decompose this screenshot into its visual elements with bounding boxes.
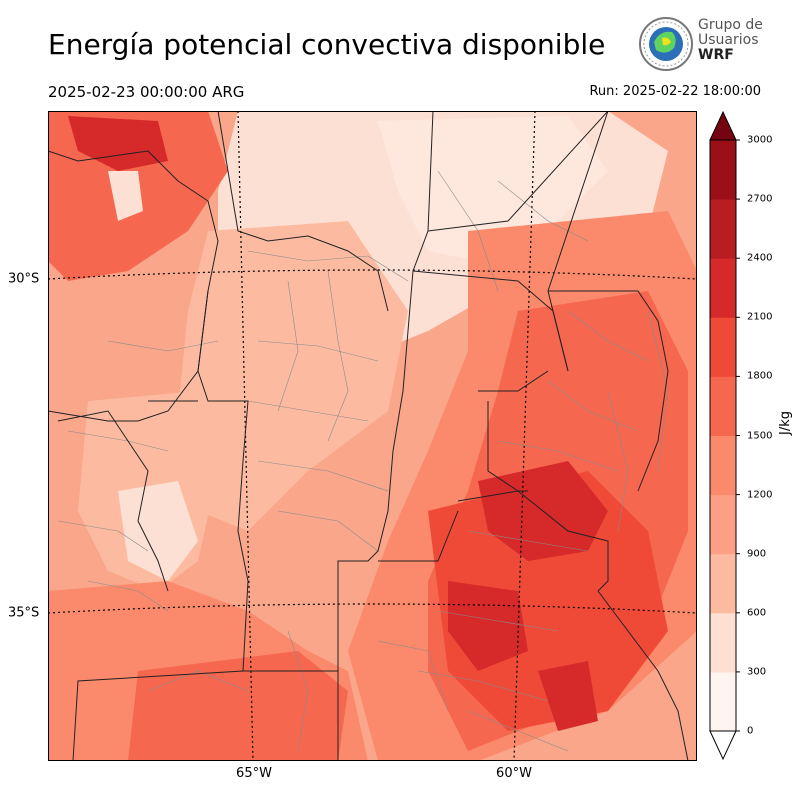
colorbar-band — [710, 317, 736, 377]
lon-label-60w: 60°W — [496, 766, 532, 781]
meridian-60w — [513, 111, 536, 761]
colorbar-band — [710, 612, 736, 673]
colorbar-tick-label: 600 — [747, 607, 767, 619]
cape-region-nw-light — [108, 171, 143, 221]
logo-line-3: WRF — [698, 47, 734, 63]
cape-map — [48, 111, 697, 761]
cape-region-high-south — [128, 651, 348, 761]
colorbar-extend-top — [709, 110, 737, 141]
cape-region-max-2 — [448, 581, 528, 671]
colorbar-tick-label: 900 — [747, 548, 767, 560]
colorbar-band — [710, 258, 736, 318]
cape-region-verylow-west — [118, 481, 198, 581]
colorbar-band — [710, 140, 736, 200]
colorbar-tick-label: 1200 — [747, 489, 773, 501]
department-borders — [57, 170, 669, 752]
valid-time-label: 2025-02-23 00:00:00 ARG — [48, 83, 245, 101]
colorbar-bands — [710, 140, 736, 732]
run-time-label: Run: 2025-02-22 18:00:00 — [589, 84, 761, 99]
colorbar-band — [710, 671, 736, 732]
colorbar-tick-label: 2700 — [747, 193, 773, 205]
logo-line-1: Grupo de — [698, 17, 763, 33]
colorbar-band — [710, 435, 736, 496]
colorbar-band — [710, 199, 736, 259]
colorbar-band — [710, 553, 736, 614]
logo-text: Grupo de Usuarios WRF — [698, 18, 763, 63]
logo-emblem-icon — [639, 17, 693, 71]
logo-line-2: Usuarios — [698, 32, 759, 48]
parallel-30s — [48, 269, 697, 280]
colorbar-tick-label: 1500 — [747, 430, 773, 441]
colorbar-tick-label: 3000 — [747, 134, 773, 146]
colorbar-tick-label: 300 — [747, 666, 767, 678]
colorbar-unit-label: J/kg — [778, 411, 793, 435]
colorbar-tick-label: 2100 — [747, 311, 773, 323]
colorbar — [709, 110, 740, 761]
colorbar-band — [710, 376, 736, 436]
colorbar-extend-bottom — [709, 730, 737, 761]
lon-label-65w: 65°W — [236, 766, 272, 781]
province-borders — [48, 111, 689, 761]
colorbar-ticks — [736, 139, 740, 732]
colorbar-tick-label: 2400 — [747, 252, 773, 264]
cape-region-nw-max — [68, 116, 168, 171]
chart-title: Energía potencial convectiva disponible — [48, 28, 606, 61]
lat-label-30s: 30°S — [8, 271, 40, 287]
colorbar-tick-label: 0 — [747, 725, 754, 737]
map-frame — [48, 111, 697, 761]
parallel-35s — [48, 603, 697, 614]
colorbar-tick-label: 1800 — [747, 370, 773, 382]
lat-label-35s: 35°S — [8, 605, 40, 621]
grupo-usuarios-wrf-logo: Grupo de Usuarios WRF — [638, 16, 768, 76]
colorbar-band — [710, 494, 736, 555]
cape-region-max-3 — [538, 661, 598, 731]
cape-region-lowmid — [178, 221, 408, 531]
